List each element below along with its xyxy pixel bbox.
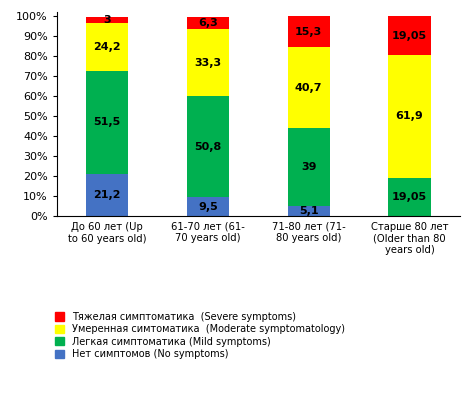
Text: 19,05: 19,05 xyxy=(392,30,427,40)
Text: 61,9: 61,9 xyxy=(395,111,423,121)
Bar xyxy=(388,17,430,54)
Text: 33,3: 33,3 xyxy=(194,57,221,67)
Bar xyxy=(86,174,128,216)
Legend: Тяжелая симптоматика  (Severe symptoms), Умеренная симтоматика  (Moderate sympto: Тяжелая симптоматика (Severe symptoms), … xyxy=(54,311,346,360)
Bar xyxy=(288,206,330,216)
Text: 21,2: 21,2 xyxy=(93,190,121,200)
Text: 3: 3 xyxy=(103,15,111,25)
Text: 39: 39 xyxy=(301,162,317,172)
Bar xyxy=(187,96,229,197)
Bar xyxy=(288,47,330,128)
Bar xyxy=(388,54,430,178)
Bar xyxy=(187,17,229,29)
Text: 9,5: 9,5 xyxy=(198,202,218,212)
Text: 5,1: 5,1 xyxy=(299,206,319,216)
Bar xyxy=(187,197,229,216)
Text: 15,3: 15,3 xyxy=(295,27,322,37)
Bar xyxy=(288,128,330,206)
Text: 50,8: 50,8 xyxy=(194,141,221,151)
Text: 19,05: 19,05 xyxy=(392,192,427,202)
Bar xyxy=(86,22,128,71)
Text: 6,3: 6,3 xyxy=(198,18,218,28)
Bar xyxy=(288,16,330,47)
Text: 24,2: 24,2 xyxy=(93,42,121,52)
Bar xyxy=(388,178,430,216)
Bar xyxy=(187,29,229,96)
Bar xyxy=(86,71,128,174)
Text: 51,5: 51,5 xyxy=(94,117,121,127)
Bar xyxy=(86,17,128,22)
Text: 40,7: 40,7 xyxy=(295,82,322,92)
